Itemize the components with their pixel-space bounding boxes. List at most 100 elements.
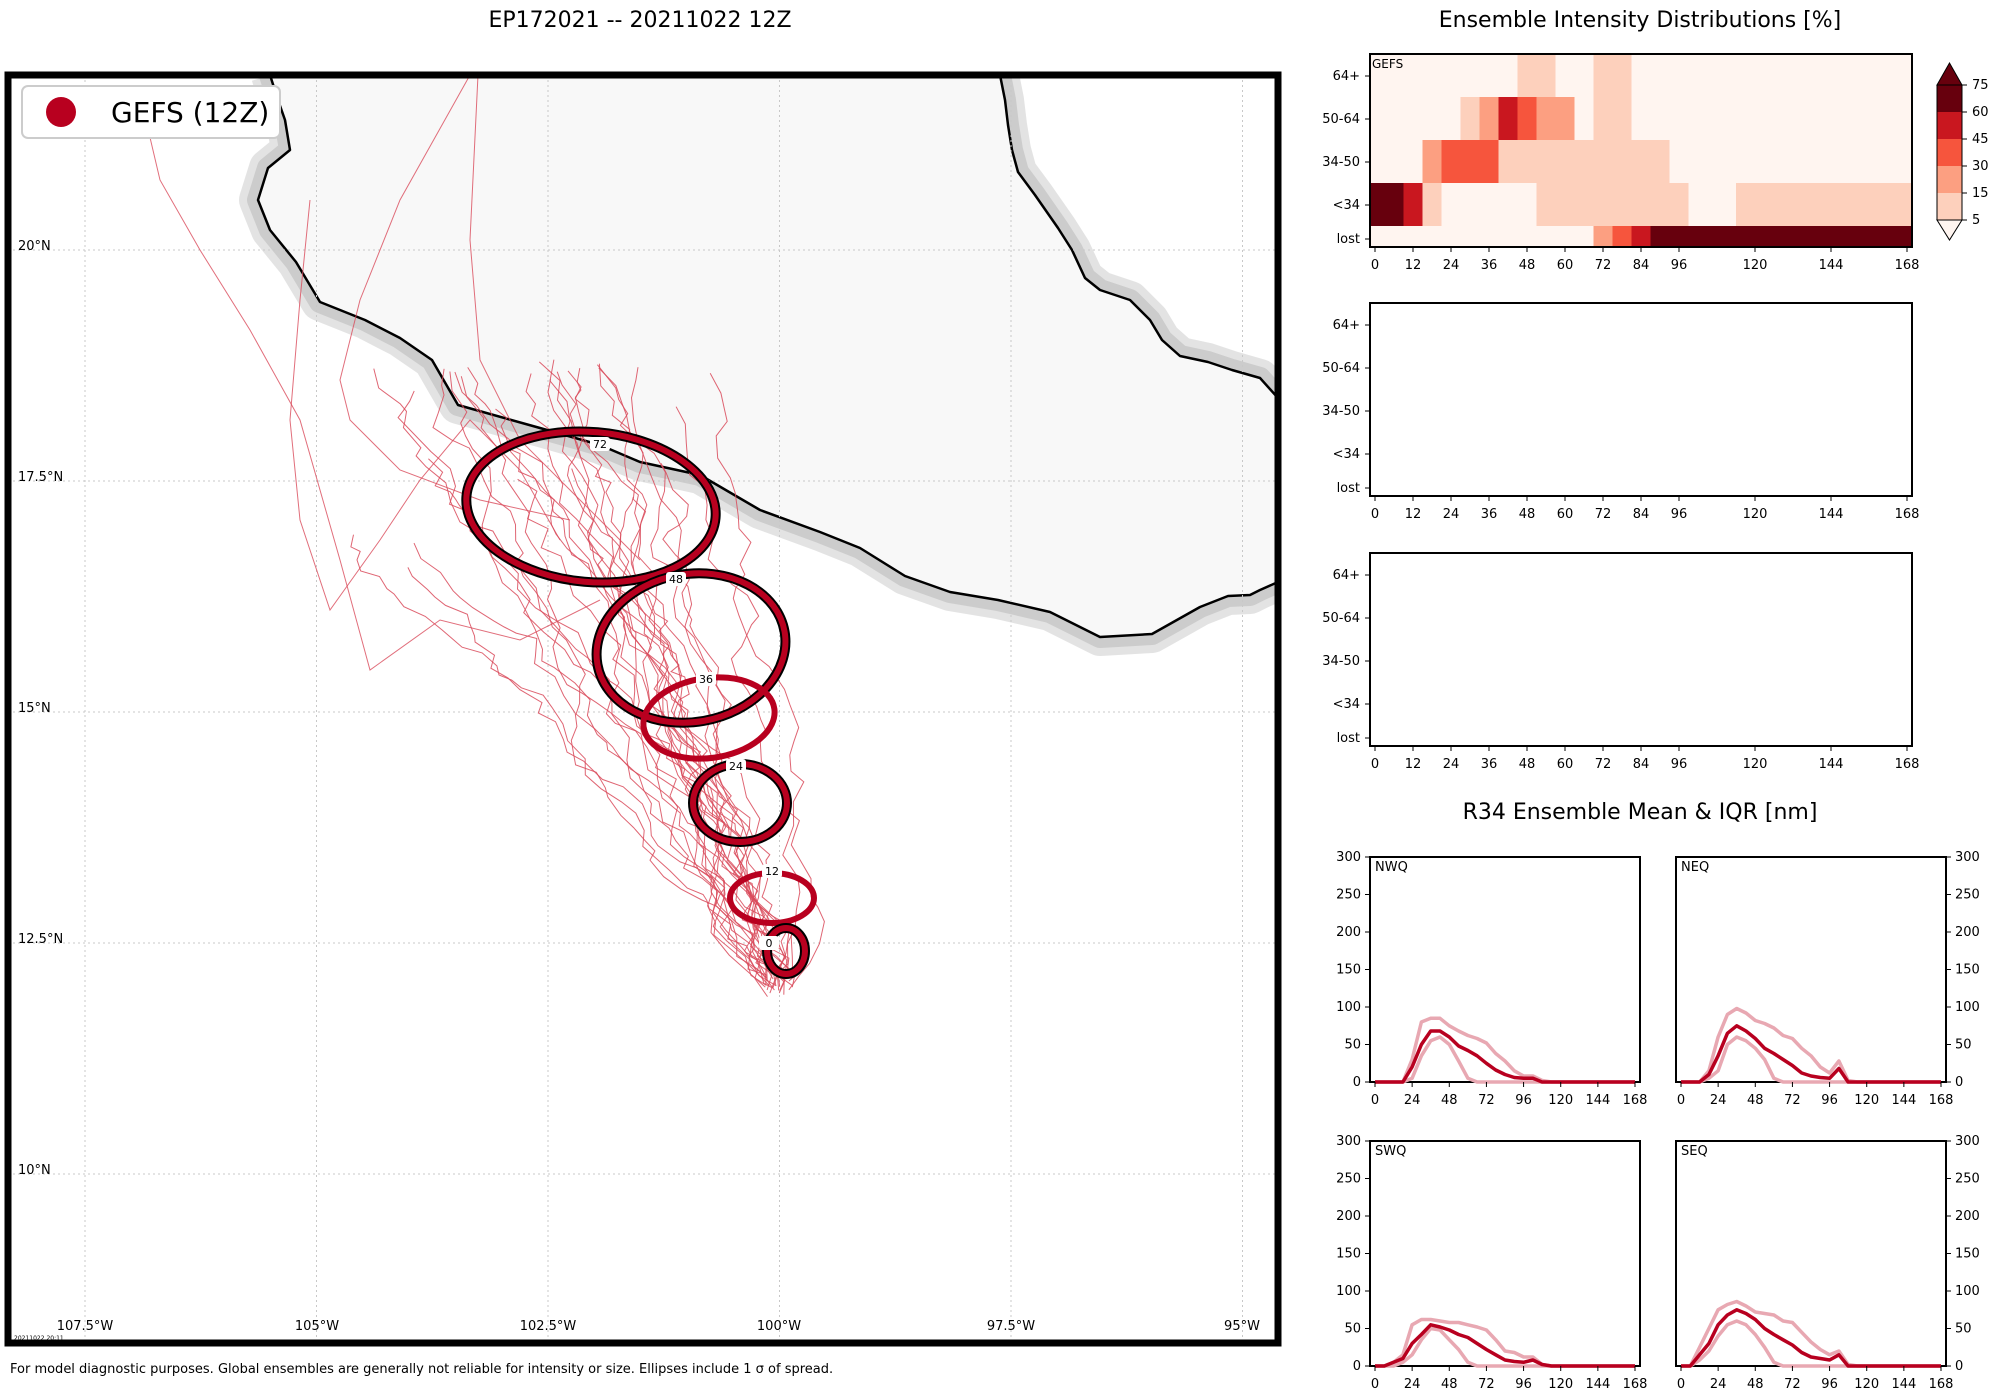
ellipse-label-bg — [696, 672, 716, 686]
map-legend: GEFS (12Z) — [21, 85, 281, 139]
spread-ellipses: 72 48 36 24 12 0 — [461, 426, 817, 979]
heatmap-xtick-label: 72 — [1595, 507, 1612, 522]
heatmap-xtick-label: 24 — [1443, 507, 1460, 522]
heatmap-cell — [1422, 54, 1442, 97]
heatmap-cell — [1460, 226, 1480, 247]
r34-xtick-label: 96 — [1821, 1377, 1838, 1392]
heatmap-cell — [1593, 183, 1613, 226]
heatmap-xtick-label: 48 — [1519, 258, 1536, 273]
r34-xtick-label: 48 — [1441, 1377, 1458, 1392]
heatmap-cell — [1612, 183, 1632, 226]
lon-label: 100°W — [757, 1319, 801, 1334]
heatmap-cell — [1612, 54, 1632, 97]
lon-label: 97.5°W — [987, 1319, 1035, 1334]
ellipse-label-bg — [759, 936, 779, 950]
heatmap-xtick-label: 168 — [1895, 757, 1920, 772]
heatmap-cell — [1631, 183, 1651, 226]
r34-ytick-label: 250 — [1955, 888, 1980, 903]
heatmap-xtick-label: 72 — [1595, 258, 1612, 273]
r34-xtick-label: 72 — [1478, 1377, 1495, 1392]
heatmap-cell — [1650, 97, 1670, 140]
heatmap-frame — [1369, 552, 1913, 747]
heatmap-cell — [1593, 140, 1613, 183]
heatmap-cell — [1707, 54, 1737, 97]
heatmap-cell — [1403, 140, 1423, 183]
heatmap-cell — [1612, 97, 1632, 140]
r34-ytick-label: 100 — [1955, 1284, 1980, 1299]
heatmap-cell — [1593, 97, 1613, 140]
r34-xtick-label: 168 — [1623, 1093, 1648, 1108]
colorbar-segment — [1937, 166, 1962, 193]
heatmap-row-label: <34 — [1333, 198, 1360, 213]
heatmap-cell — [1688, 183, 1708, 226]
heatmap-cell — [1370, 140, 1385, 183]
heatmap-xtick-label: 48 — [1519, 757, 1536, 772]
r34-title: R34 Ensemble Mean & IQR [nm] — [1462, 800, 1818, 825]
lon-label: 107.5°W — [57, 1319, 114, 1334]
heatmap-cell — [1384, 140, 1404, 183]
intensity-panels: GEFS 64+ 50-64 34-50 <34 lost 0 12 24 36 48 60 72 84 9… — [1322, 53, 1989, 772]
colorbar-tick-label: 5 — [1972, 213, 1980, 228]
r34-ytick-label: 300 — [1955, 850, 1980, 865]
ensemble-track — [350, 534, 788, 980]
heatmap-cell — [1650, 140, 1670, 183]
r34-xtick-label: 72 — [1784, 1377, 1801, 1392]
heatmap-row-label: 34-50 — [1322, 155, 1360, 170]
ensemble-track — [460, 376, 767, 986]
heatmap-xtick-label: 84 — [1633, 258, 1650, 273]
heatmap-xtick-label: 144 — [1819, 258, 1844, 273]
r34-xtick-label: 96 — [1515, 1093, 1532, 1108]
heatmap-cell — [1441, 97, 1461, 140]
lat-label: 10°N — [18, 1163, 51, 1178]
heatmap-cell — [1850, 226, 1889, 247]
heatmap-cell — [1422, 97, 1442, 140]
ensemble-track — [549, 359, 773, 991]
heatmap-cell — [1669, 97, 1689, 140]
heatmap-cell — [1460, 97, 1480, 140]
heatmap-panel-label: GEFS — [1372, 57, 1403, 71]
lon-label: 105°W — [295, 1319, 339, 1334]
r34-xtick-label: 168 — [1623, 1377, 1648, 1392]
ellipse-label-bg — [762, 864, 782, 878]
heatmap-cell — [1707, 226, 1737, 247]
heatmap-xtick-label: 96 — [1671, 258, 1688, 273]
heatmap-cell — [1631, 97, 1651, 140]
lat-label: 20°N — [18, 239, 51, 254]
heatmap-cell — [1384, 226, 1404, 247]
r34-xtick-label: 24 — [1404, 1093, 1421, 1108]
heatmap-xtick-label: 0 — [1371, 258, 1379, 273]
heatmap-cell — [1403, 54, 1423, 97]
r34-xtick-label: 120 — [1854, 1093, 1879, 1108]
heatmap-row-label: 64+ — [1333, 318, 1360, 333]
heatmap-cell — [1555, 226, 1575, 247]
ellipse-label-bg — [590, 437, 610, 451]
heatmap-xtick-label: 60 — [1557, 258, 1574, 273]
landmass — [239, 75, 1278, 656]
heatmap-cell — [1774, 183, 1813, 226]
r34-panel-nwq: NWQ 0 50 100 150 200 250 300 0 24 48 72 96 120 144 168 — [1336, 850, 1647, 1108]
heatmap-xtick-label: 0 — [1371, 757, 1379, 772]
r34-xtick-label: 48 — [1747, 1093, 1764, 1108]
r34-xtick-label: 0 — [1371, 1377, 1379, 1392]
heatmap-cell — [1479, 54, 1499, 97]
heatmap-xtick-label: 120 — [1743, 757, 1768, 772]
heatmap-cell — [1669, 183, 1689, 226]
heatmap-cell — [1555, 54, 1575, 97]
heatmap-cell — [1370, 54, 1385, 97]
spread-ellipse — [688, 759, 792, 847]
r34-ytick-label: 300 — [1955, 1134, 1980, 1149]
heatmap-cell — [1736, 226, 1775, 247]
heatmap-cell — [1370, 183, 1385, 226]
r34-ytick-label: 100 — [1336, 1284, 1361, 1299]
colorbar-segment — [1937, 112, 1962, 139]
colorbar-tick-label: 45 — [1972, 132, 1989, 147]
heatmap-cell — [1650, 54, 1670, 97]
heatmap-cell — [1517, 183, 1537, 226]
ellipse-hour-label: 36 — [696, 672, 716, 686]
heatmap-cell — [1850, 183, 1889, 226]
heatmap-cell — [1888, 97, 1913, 140]
main-title: EP172021 -- 20211022 12Z — [488, 8, 792, 33]
heatmap-cell — [1736, 140, 1775, 183]
r34-xtick-label: 0 — [1677, 1377, 1685, 1392]
lat-label: 15°N — [18, 701, 51, 716]
